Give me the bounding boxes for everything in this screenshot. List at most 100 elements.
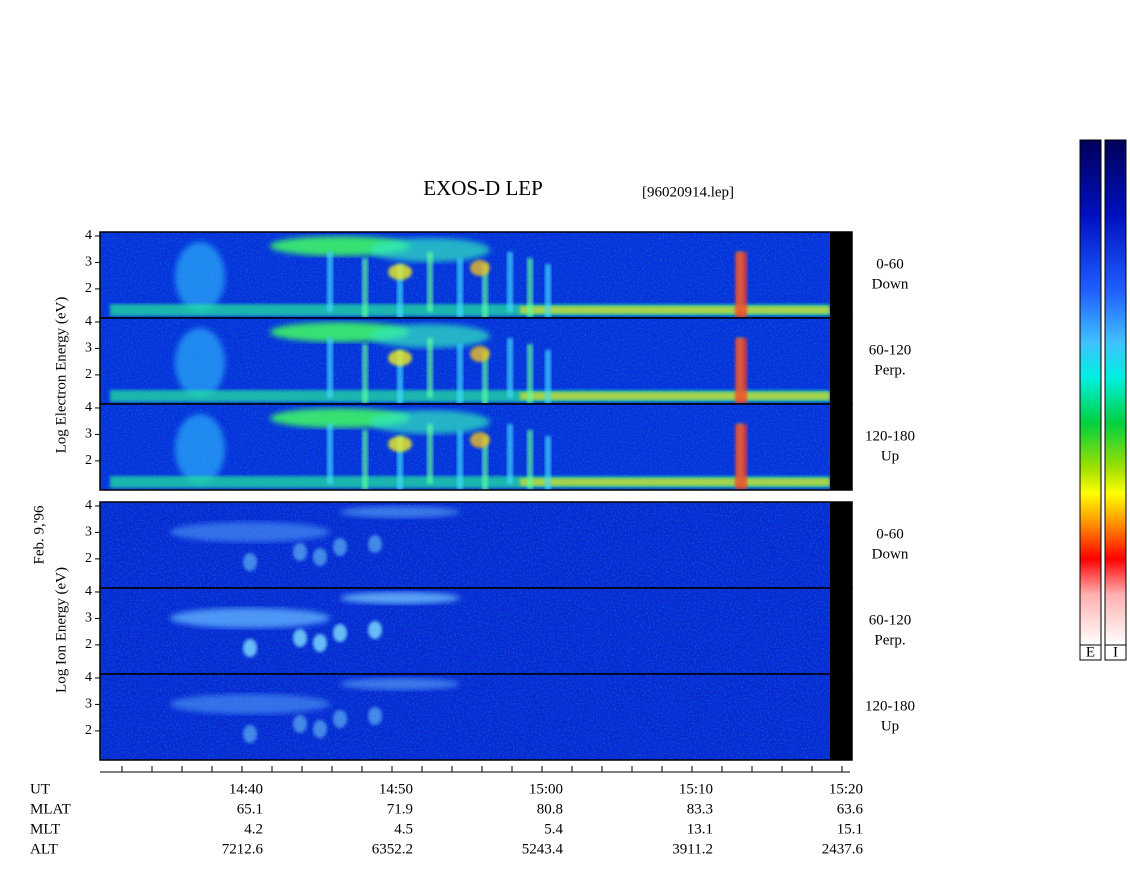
feature — [170, 608, 330, 628]
feature — [333, 538, 347, 556]
electron-axis-label: Log Electron Energy (eV) — [53, 297, 69, 454]
energy-tick-label: 2 — [85, 637, 92, 652]
panel-black-strip — [830, 588, 852, 674]
energy-tick-label: 4 — [85, 228, 92, 243]
ephemeris-value: 4.5 — [394, 821, 413, 837]
panel-black-strip — [830, 318, 852, 404]
feature — [482, 264, 488, 318]
panel-range: 120-180 — [865, 428, 915, 444]
ephemeris-value: 15:10 — [679, 781, 713, 797]
feature — [340, 592, 460, 604]
panel-range: 60-120 — [869, 342, 912, 358]
ephemeris-value: 5243.4 — [522, 841, 564, 857]
ephemeris-label: UT — [30, 781, 50, 797]
panel: 2 3 4 120-180 Up — [85, 670, 915, 761]
colorbar-label-box — [1104, 644, 1127, 661]
panel-range: 60-120 — [869, 612, 912, 628]
ephemeris-value: 7212.6 — [222, 841, 264, 857]
feature — [327, 424, 333, 484]
energy-tick-label: 4 — [85, 498, 92, 513]
panel-black-strip — [830, 674, 852, 760]
feature — [370, 410, 490, 434]
feature — [520, 306, 830, 314]
ephemeris-value: 4.2 — [244, 821, 263, 837]
feature — [427, 252, 433, 312]
ion-axis-label: Log Ion Energy (eV) — [53, 567, 69, 693]
feature — [333, 624, 347, 642]
feature — [545, 350, 551, 404]
feature — [175, 414, 225, 484]
ephemeris-value: 15:20 — [829, 781, 863, 797]
feature — [340, 678, 460, 690]
feature — [545, 436, 551, 490]
feature — [333, 710, 347, 728]
feature — [243, 639, 257, 657]
feature — [482, 436, 488, 490]
feature — [520, 392, 830, 400]
panel-range: 120-180 — [865, 698, 915, 714]
feature — [362, 344, 368, 404]
feature — [388, 350, 412, 366]
energy-tick-label: 3 — [85, 341, 92, 356]
ephemeris-value: 71.9 — [387, 801, 413, 817]
energy-tick-label: 3 — [85, 427, 92, 442]
feature — [362, 430, 368, 490]
feature — [327, 338, 333, 398]
feature — [313, 548, 327, 566]
feature — [397, 350, 403, 404]
ephemeris-value: 83.3 — [687, 801, 713, 817]
ephemeris-value: 13.1 — [687, 821, 713, 837]
energy-tick-label: 4 — [85, 584, 92, 599]
ephemeris-value: 3911.2 — [672, 841, 713, 857]
panel: 2 3 4 60-120 Perp. — [85, 314, 912, 405]
feature — [527, 258, 533, 318]
feature — [368, 707, 382, 725]
colorbar-label: E — [1086, 644, 1095, 660]
feature — [507, 252, 513, 312]
feature — [362, 258, 368, 318]
energy-tick-label: 2 — [85, 453, 92, 468]
panel: 2 3 4 0-60 Down — [85, 498, 909, 589]
feature — [427, 424, 433, 484]
energy-tick-label: 4 — [85, 400, 92, 415]
colorbar-e — [1079, 139, 1102, 646]
feature — [313, 720, 327, 738]
panel-black-strip — [830, 232, 852, 318]
feature — [545, 264, 551, 318]
panel-range: 0-60 — [876, 256, 904, 272]
feature — [470, 432, 490, 448]
energy-tick-label: 2 — [85, 723, 92, 738]
feature — [520, 478, 830, 486]
feature — [388, 264, 412, 280]
panel-direction: Down — [872, 276, 909, 292]
energy-tick-label: 3 — [85, 525, 92, 540]
ephemeris-value: 5.4 — [544, 821, 563, 837]
colorbars: E I — [1079, 139, 1127, 661]
panel-image — [100, 318, 830, 404]
panel-image — [100, 404, 830, 490]
feature — [170, 694, 330, 714]
panel-dots — [100, 674, 830, 760]
feature — [482, 350, 488, 404]
feature — [457, 430, 463, 490]
feature — [243, 553, 257, 571]
energy-tick-label: 2 — [85, 551, 92, 566]
panel-range: 0-60 — [876, 526, 904, 542]
feature — [735, 424, 747, 490]
feature — [293, 715, 307, 733]
ephemeris-value: 2437.6 — [822, 841, 864, 857]
energy-tick-label: 3 — [85, 255, 92, 270]
panel-black-strip — [830, 404, 852, 490]
ephemeris-value: 14:50 — [379, 781, 413, 797]
feature — [507, 338, 513, 398]
feature — [340, 506, 460, 518]
panel-direction: Down — [872, 546, 909, 562]
panel-image — [100, 502, 830, 588]
panel-gap — [100, 491, 852, 500]
ephemeris-value: 15:00 — [529, 781, 563, 797]
feature — [293, 629, 307, 647]
feature — [457, 258, 463, 318]
ephemeris-value: 65.1 — [237, 801, 263, 817]
panel-frame — [99, 403, 853, 491]
feature — [293, 543, 307, 561]
